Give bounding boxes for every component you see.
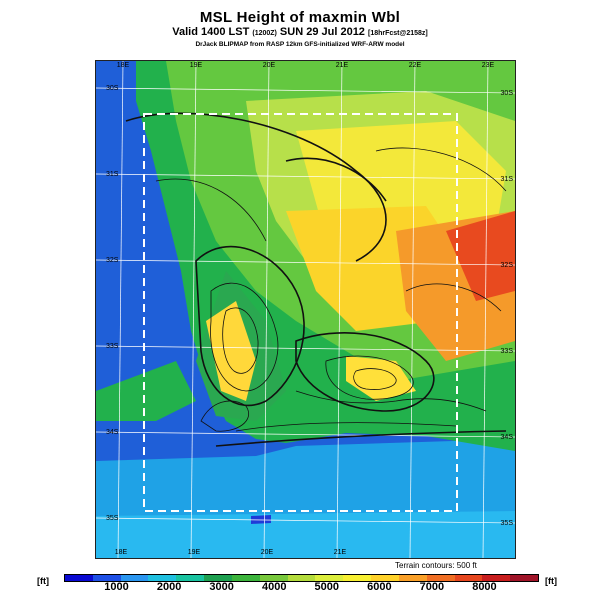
parallel-line	[96, 345, 515, 352]
latitude-label-right: 31S	[501, 176, 514, 183]
colorbar-unit-left: [ft]	[37, 576, 49, 586]
colorbar-swatch	[259, 575, 288, 581]
colorbar-swatch	[148, 575, 177, 581]
colorbar-swatch	[510, 575, 539, 581]
terrain-contour-line	[222, 307, 259, 374]
colorbar-swatch	[65, 575, 93, 581]
colorbar-swatch	[482, 575, 511, 581]
terrain-contour-line	[215, 430, 507, 447]
latitude-label-left: 33S	[106, 343, 119, 350]
colorbar-tick-label: 6000	[367, 581, 392, 593]
colorbar-tick-label: 4000	[261, 581, 287, 593]
terrain-contour-line	[235, 422, 457, 432]
terrain-contour-line	[155, 178, 267, 242]
longitude-label-top: 19E	[190, 62, 203, 69]
colorbar-swatch	[343, 575, 372, 581]
model-credit: DrJack BLIPMAP from RASP 12km GFS-initia…	[195, 41, 405, 48]
colorbar-tick-labels: 1000 2000 3000 4000 5000 6000 7000 8000	[64, 581, 537, 595]
longitude-label-bottom: 21E	[334, 549, 347, 556]
ocean-patch	[251, 515, 271, 524]
longitude-label-bottom: 18E	[115, 549, 128, 556]
map-canvas: 18E 18E 19E 19E 20E 20E 21E 21E 22E 23E 30S 30S 31S…	[96, 61, 515, 558]
latitude-label-right: 33S	[501, 348, 514, 355]
land-ridge-yellow	[206, 301, 256, 401]
land-coast-green	[96, 361, 196, 421]
terrain-contour-line	[295, 332, 435, 412]
latitude-labels: 30S 30S 31S 31S 32S 32S 33S 33S 34S 34S 35S 35S	[106, 85, 513, 527]
longitude-label-bottom: 20E	[261, 549, 274, 556]
colorbar-swatch	[176, 575, 205, 581]
longitude-label-top: 18E	[117, 62, 130, 69]
parallel-line	[96, 173, 515, 180]
colorbar-tick-label: 1000	[104, 581, 129, 593]
colorbar-swatch	[231, 575, 260, 581]
meridian-line	[409, 61, 416, 558]
colorbar-swatch	[426, 575, 455, 581]
longitude-label-bottom: 19E	[188, 549, 201, 556]
latitude-label-right: 30S	[501, 90, 514, 97]
meridian-line	[263, 61, 270, 558]
latitude-label-right: 35S	[501, 520, 514, 527]
colorbar-swatch	[398, 575, 427, 581]
latitude-label-left: 34S	[106, 429, 119, 436]
map-panel: 18E 18E 19E 19E 20E 20E 21E 21E 22E 23E 30S 30S 31S…	[95, 60, 516, 559]
meridian-line	[482, 61, 489, 558]
parallel-line	[96, 87, 515, 94]
map-title: MSL Height of maxmin Wbl	[199, 9, 401, 26]
latitude-label-left: 32S	[106, 257, 119, 264]
meridian-line	[190, 61, 197, 558]
colorbar-swatch	[371, 575, 399, 581]
latitude-label-right: 34S	[501, 434, 514, 441]
parallel-line	[96, 431, 515, 438]
lat-lon-grid	[96, 61, 515, 558]
colorbar-tick-label: 7000	[419, 581, 445, 593]
longitude-label-top: 22E	[409, 62, 422, 69]
meridian-line	[336, 61, 343, 558]
colorbar	[64, 574, 539, 582]
land-red	[446, 211, 515, 301]
colorbar-swatch	[204, 575, 232, 581]
terrain-contour-line	[325, 355, 414, 400]
terrain-contour-note: Terrain contours: 500 ft	[395, 561, 477, 570]
colorbar-tick-label: 8000	[472, 581, 497, 593]
latitude-label-left: 30S	[106, 85, 119, 92]
latitude-label-left: 35S	[106, 515, 119, 522]
meridian-line	[117, 61, 124, 558]
inner-domain-box	[143, 113, 458, 512]
colorbar-tick-label: 3000	[209, 581, 234, 593]
colorbar-swatch	[315, 575, 344, 581]
colorbar-swatch	[287, 575, 316, 581]
colorbar-swatch	[120, 575, 149, 581]
terrain-contour-line	[353, 368, 397, 390]
ocean-south-deep	[96, 511, 515, 558]
colorbar-tick-label: 2000	[156, 581, 182, 593]
map-subtitle: Valid 1400 LST (1200Z) SUN 29 Jul 2012 […	[172, 26, 428, 38]
terrain-contour-line	[210, 282, 279, 392]
longitude-labels: 18E 18E 19E 19E 20E 20E 21E 21E 22E 23E	[115, 62, 495, 556]
parallel-line	[96, 259, 515, 266]
parallel-line	[96, 517, 515, 524]
latitude-label-right: 32S	[501, 262, 514, 269]
terrain-contour-line	[375, 147, 507, 192]
longitude-label-top: 20E	[263, 62, 276, 69]
longitude-label-top: 21E	[336, 62, 349, 69]
colorbar-unit-right: [ft]	[545, 576, 557, 586]
colorbar-swatch	[92, 575, 121, 581]
terrain-contour-line	[285, 157, 387, 202]
terrain-contour-line	[200, 400, 249, 432]
terrain-contour-line	[195, 245, 305, 407]
terrain-contour-line	[405, 283, 502, 312]
colorbar-tick-label: 5000	[314, 581, 340, 593]
colorbar-swatch	[454, 575, 483, 581]
land-ridge-yellow-2	[346, 356, 416, 401]
latitude-label-left: 31S	[106, 171, 119, 178]
longitude-label-top: 23E	[482, 62, 495, 69]
